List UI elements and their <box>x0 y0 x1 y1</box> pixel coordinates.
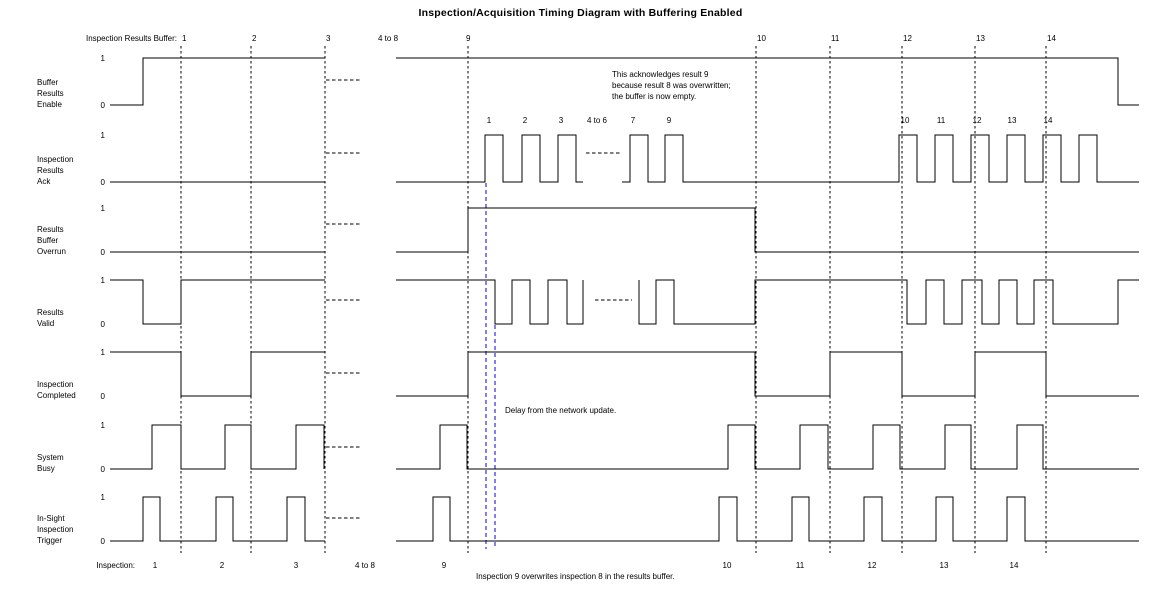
level-zero-label: 0 <box>101 178 106 187</box>
signal-label-inspection-results-ack: Inspection <box>37 155 73 164</box>
level-one-label: 1 <box>101 131 106 140</box>
annotation-delay-note: Delay from the network update. <box>505 406 617 415</box>
signal-label-results-buffer-overrun: Results <box>37 225 64 234</box>
waveform-results-valid <box>396 279 584 325</box>
buffer-tick-label: 1 <box>182 34 187 43</box>
annotation-ack-note: This acknowledges result 9 because resul… <box>612 70 731 101</box>
inspection-tick-label: 4 to 8 <box>355 561 376 570</box>
ack-pulse-label: 12 <box>973 116 982 125</box>
ack-pulse-label: 4 to 6 <box>587 116 608 125</box>
waveform-system-busy <box>110 424 325 470</box>
inspection-tick-label: 11 <box>796 561 805 570</box>
signal-label-insight-inspection-trigger: In-Sight <box>37 514 65 523</box>
signal-label-buffer-results-enable: Results <box>37 89 64 98</box>
level-one-label: 1 <box>101 348 106 357</box>
signal-label-buffer-results-enable: Buffer <box>37 78 59 87</box>
ack-pulse-label: 2 <box>523 116 528 125</box>
inspection-tick-label: 14 <box>1010 561 1019 570</box>
buffer-tick-label: 4 to 8 <box>378 34 399 43</box>
buffer-tick-label: 10 <box>757 34 766 43</box>
waveform-inspection-completed <box>396 351 1139 397</box>
buffer-tick-label: 14 <box>1047 34 1056 43</box>
buffer-tick-label: 13 <box>976 34 985 43</box>
ack-pulse-label: 10 <box>901 116 910 125</box>
buffer-tick-label: 2 <box>252 34 257 43</box>
signal-label-inspection-results-ack: Ack <box>37 177 51 186</box>
inspection-axis-label: Inspection: <box>96 561 135 570</box>
ack-pulse-label: 11 <box>937 116 946 125</box>
signal-label-system-busy: Busy <box>37 464 55 473</box>
signal-label-inspection-completed: Completed <box>37 391 76 400</box>
waveform-buffer-results-enable <box>110 57 325 106</box>
level-zero-label: 0 <box>101 248 106 257</box>
ack-pulse-label: 7 <box>631 116 636 125</box>
level-zero-label: 0 <box>101 101 106 110</box>
inspection-tick-label: 2 <box>220 561 225 570</box>
waveform-buffer-results-enable <box>396 57 1139 106</box>
signal-label-results-buffer-overrun: Overrun <box>37 247 66 256</box>
ack-pulse-label: 13 <box>1008 116 1017 125</box>
ack-pulse-label: 1 <box>487 116 492 125</box>
level-one-label: 1 <box>101 421 106 430</box>
waveform-insight-inspection-trigger <box>396 496 1139 542</box>
waveform-results-valid <box>110 279 325 325</box>
waveform-inspection-results-ack <box>396 134 583 183</box>
signal-label-inspection-results-ack: Results <box>37 166 64 175</box>
signal-label-system-busy: System <box>37 453 64 462</box>
level-zero-label: 0 <box>101 465 106 474</box>
signal-label-results-valid: Results <box>37 308 64 317</box>
buffer-tick-label: 3 <box>326 34 331 43</box>
inspection-tick-label: 9 <box>442 561 447 570</box>
ack-pulse-label: 3 <box>559 116 564 125</box>
level-one-label: 1 <box>101 493 106 502</box>
waveform-system-busy <box>396 424 1139 470</box>
inspection-tick-label: 1 <box>153 561 158 570</box>
level-zero-label: 0 <box>101 320 106 329</box>
buffer-tick-label: 12 <box>903 34 912 43</box>
inspection-tick-label: 13 <box>940 561 949 570</box>
signal-label-insight-inspection-trigger: Inspection <box>37 525 73 534</box>
waveform-results-buffer-overrun <box>396 207 1139 253</box>
level-one-label: 1 <box>101 204 106 213</box>
inspection-tick-label: 12 <box>868 561 877 570</box>
waveform-inspection-results-ack <box>622 134 1139 183</box>
signal-label-results-buffer-overrun: Buffer <box>37 236 59 245</box>
signal-label-buffer-results-enable: Enable <box>37 100 62 109</box>
signal-label-results-valid: Valid <box>37 319 54 328</box>
ack-pulse-label: 14 <box>1044 116 1053 125</box>
level-one-label: 1 <box>101 54 106 63</box>
signal-label-inspection-completed: Inspection <box>37 380 73 389</box>
ack-pulse-label: 9 <box>667 116 672 125</box>
inspection-tick-label: 3 <box>294 561 299 570</box>
buffer-axis-label: Inspection Results Buffer: <box>86 34 177 43</box>
inspection-tick-label: 10 <box>723 561 732 570</box>
level-zero-label: 0 <box>101 392 106 401</box>
level-one-label: 1 <box>101 276 106 285</box>
diagram-title: Inspection/Acquisition Timing Diagram wi… <box>418 7 743 19</box>
buffer-tick-label: 11 <box>831 34 840 43</box>
waveform-insight-inspection-trigger <box>110 496 325 542</box>
waveform-inspection-completed <box>110 351 325 397</box>
waveform-results-valid <box>638 279 1139 325</box>
buffer-tick-label: 9 <box>466 34 471 43</box>
signal-label-insight-inspection-trigger: Trigger <box>37 536 62 545</box>
level-zero-label: 0 <box>101 537 106 546</box>
annotation-overwrite-note: Inspection 9 overwrites inspection 8 in … <box>476 572 675 581</box>
